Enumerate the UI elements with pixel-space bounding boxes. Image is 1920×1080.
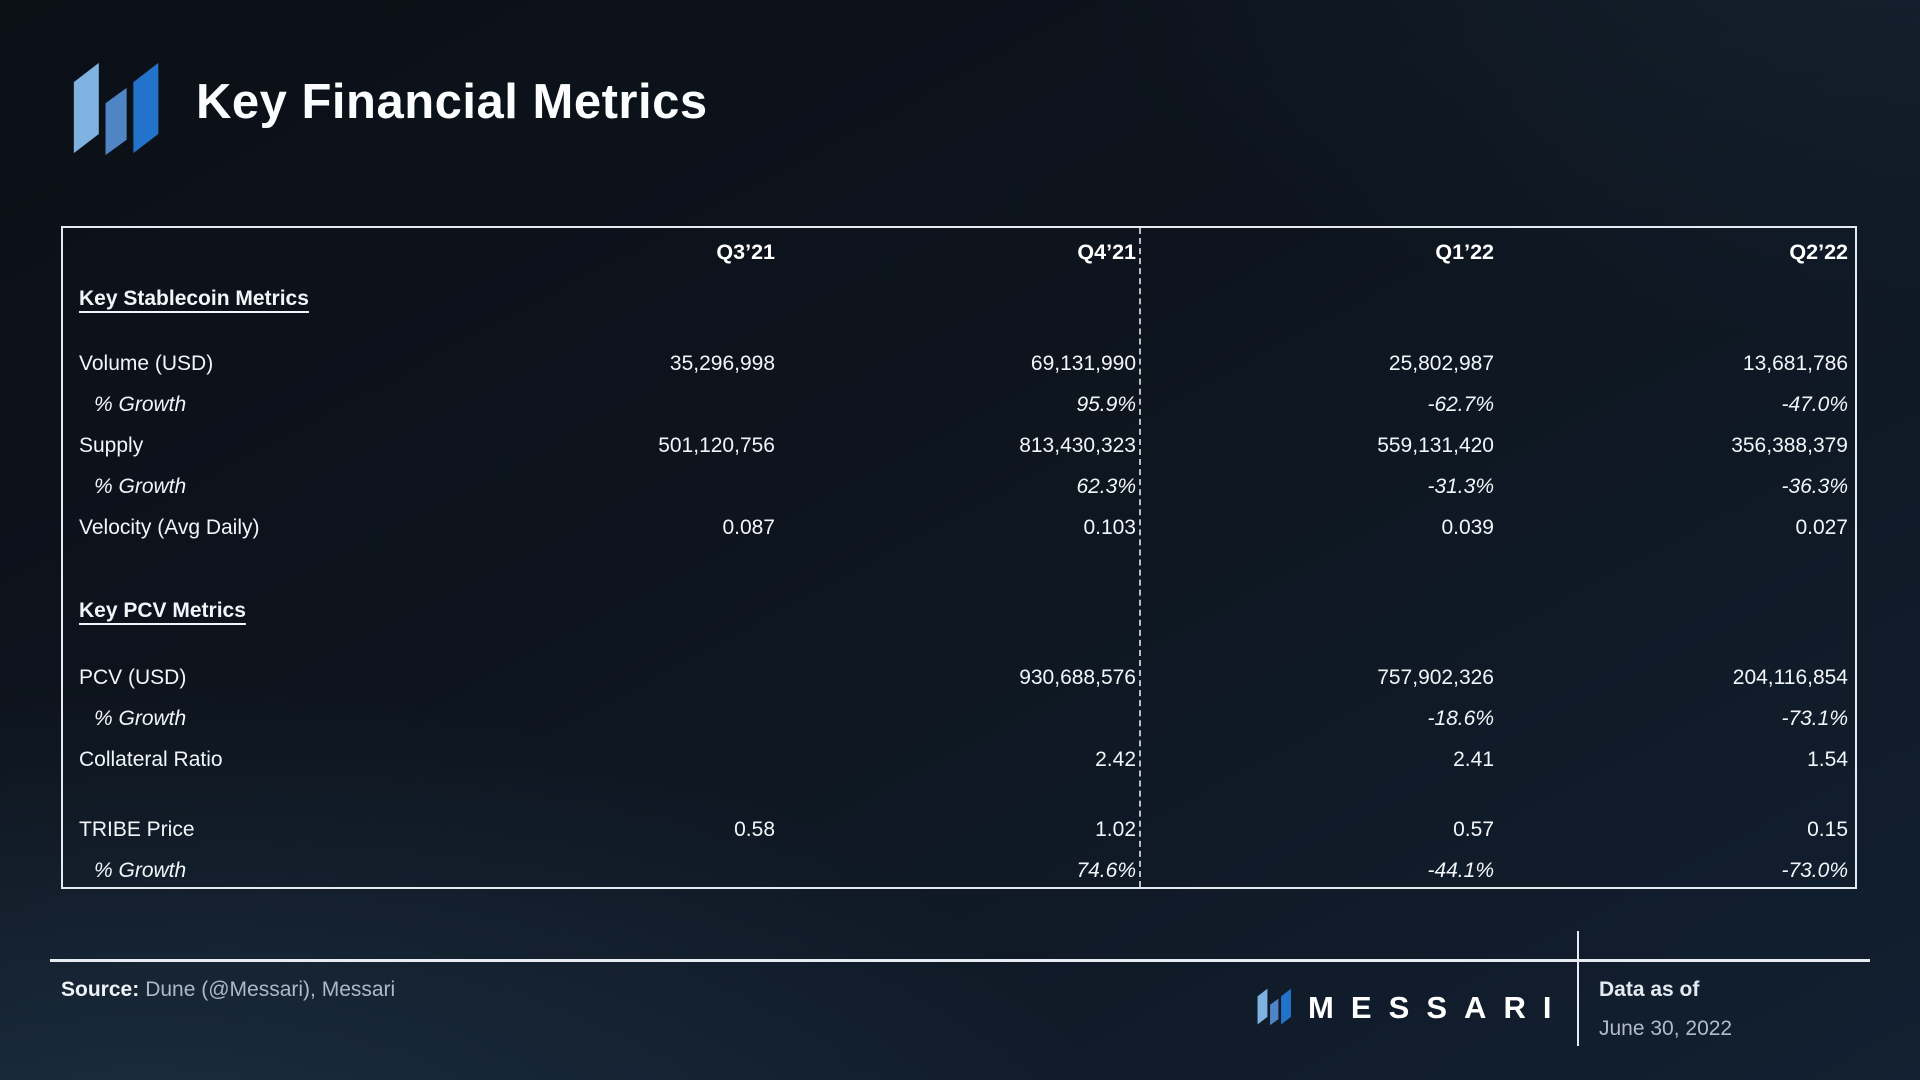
metric-value: -18.6% bbox=[1427, 706, 1494, 730]
page-title: Key Financial Metrics bbox=[196, 75, 708, 129]
metric-value: 356,388,379 bbox=[1731, 433, 1848, 457]
footer-vertical-divider bbox=[1577, 931, 1579, 1046]
metric-value: 757,902,326 bbox=[1377, 665, 1494, 689]
column-header: Q2’22 bbox=[1789, 239, 1848, 264]
metric-value: 0.103 bbox=[1083, 515, 1136, 539]
metric-value: 95.9% bbox=[1076, 392, 1136, 416]
messari-logo-icon bbox=[73, 62, 159, 156]
metric-value: 930,688,576 bbox=[1019, 665, 1136, 689]
metric-value: 813,430,323 bbox=[1019, 433, 1136, 457]
section-row: Key PCV Metrics bbox=[63, 588, 1855, 633]
metric-value: -31.3% bbox=[1427, 474, 1494, 498]
column-header: Q4’21 bbox=[1077, 239, 1136, 264]
metric-value: 2.42 bbox=[1095, 747, 1136, 771]
metric-value: -73.0% bbox=[1781, 858, 1848, 882]
metric-value: 35,296,998 bbox=[669, 351, 775, 375]
metric-row: PCV (USD) 930,688,576 757,902,326 204,116,8… bbox=[63, 657, 1855, 698]
messari-wordmark: MESSARI bbox=[1308, 989, 1569, 1025]
metric-label: Supply bbox=[79, 433, 144, 457]
metric-value: -62.7% bbox=[1427, 392, 1494, 416]
metric-value: 559,131,420 bbox=[1377, 433, 1494, 457]
spacer-row bbox=[63, 321, 1855, 343]
data-as-of-date: June 30, 2022 bbox=[1599, 1017, 1733, 1040]
metric-label: TRIBE Price bbox=[79, 817, 195, 841]
metric-label: % Growth bbox=[94, 474, 187, 498]
metric-value: 74.6% bbox=[1076, 858, 1136, 882]
source-text: Source: Dune (@Messari), Messari bbox=[61, 978, 395, 1002]
source-value: Dune (@Messari), Messari bbox=[145, 978, 396, 1001]
metric-label: % Growth bbox=[94, 392, 187, 416]
metric-value: 0.039 bbox=[1441, 515, 1494, 539]
table-body: Key Stablecoin Metrics Volume (USD) 35,296… bbox=[63, 276, 1855, 891]
section-title: Key PCV Metrics bbox=[79, 598, 246, 622]
metric-value: 204,116,854 bbox=[1732, 665, 1848, 689]
metric-label: Velocity (Avg Daily) bbox=[79, 515, 260, 539]
metric-value: -44.1% bbox=[1427, 858, 1494, 882]
metric-value: 1.02 bbox=[1095, 817, 1136, 841]
messari-logo-icon bbox=[1257, 988, 1291, 1026]
metric-value: -73.1% bbox=[1781, 706, 1848, 730]
metric-row: % Growth -18.6% -73.1% bbox=[63, 698, 1855, 739]
metric-value: 0.027 bbox=[1795, 515, 1848, 539]
spacer-row bbox=[63, 633, 1855, 657]
metric-value: 2.41 bbox=[1453, 747, 1494, 771]
metric-row: Collateral Ratio 2.42 2.41 1.54 bbox=[63, 739, 1855, 780]
metric-label: Volume (USD) bbox=[79, 351, 214, 375]
metric-value: 62.3% bbox=[1076, 474, 1136, 498]
metric-row: Supply 501,120,756 813,430,323 559,131,420 3… bbox=[63, 425, 1855, 466]
metric-row: % Growth 62.3% -31.3% -36.3% bbox=[63, 466, 1855, 507]
metric-value: 501,120,756 bbox=[658, 433, 775, 457]
column-header: Q1’22 bbox=[1435, 239, 1494, 264]
metric-value: 0.15 bbox=[1807, 817, 1848, 841]
metric-label: PCV (USD) bbox=[79, 665, 187, 689]
metric-value: 1.54 bbox=[1807, 747, 1848, 771]
section-title: Key Stablecoin Metrics bbox=[79, 286, 309, 310]
metric-value: 69,131,990 bbox=[1030, 351, 1136, 375]
metric-row: % Growth 74.6% -44.1% -73.0% bbox=[63, 850, 1855, 891]
metric-label: % Growth bbox=[94, 858, 187, 882]
table-header-row: Q3’21 Q4’21 Q1’22 Q2’22 bbox=[63, 228, 1855, 276]
metric-label: Collateral Ratio bbox=[79, 747, 223, 771]
footer-divider bbox=[50, 959, 1870, 962]
metric-row: % Growth 95.9% -62.7% -47.0% bbox=[63, 384, 1855, 425]
metric-value: 0.087 bbox=[722, 515, 775, 539]
metric-value: 25,802,987 bbox=[1388, 351, 1494, 375]
metric-value: -36.3% bbox=[1781, 474, 1848, 498]
quarter-divider-line bbox=[1139, 228, 1141, 887]
spacer-row bbox=[63, 548, 1855, 588]
metric-value: 0.58 bbox=[734, 817, 775, 841]
metric-row: TRIBE Price 0.58 1.02 0.57 0.15 bbox=[63, 809, 1855, 850]
metric-row: Velocity (Avg Daily) 0.087 0.103 0.039 0.027 bbox=[63, 507, 1855, 548]
metric-value: -47.0% bbox=[1781, 392, 1848, 416]
source-label: Source: bbox=[61, 978, 140, 1001]
spacer-row bbox=[63, 780, 1855, 809]
metrics-table: Q3’21 Q4’21 Q1’22 Q2’22 Key Stablecoin Metr… bbox=[61, 226, 1857, 889]
column-header: Q3’21 bbox=[716, 239, 775, 264]
metric-value: 0.57 bbox=[1453, 817, 1494, 841]
section-row: Key Stablecoin Metrics bbox=[63, 276, 1855, 321]
metric-row: Volume (USD) 35,296,998 69,131,990 25,802,9… bbox=[63, 343, 1855, 384]
metric-value: 13,681,786 bbox=[1742, 351, 1848, 375]
messari-brand: MESSARI bbox=[1256, 984, 1569, 1030]
data-as-of: Data as of June 30, 2022 bbox=[1599, 978, 1732, 1041]
metric-label: % Growth bbox=[94, 706, 187, 730]
data-as-of-label: Data as of bbox=[1599, 978, 1700, 1001]
